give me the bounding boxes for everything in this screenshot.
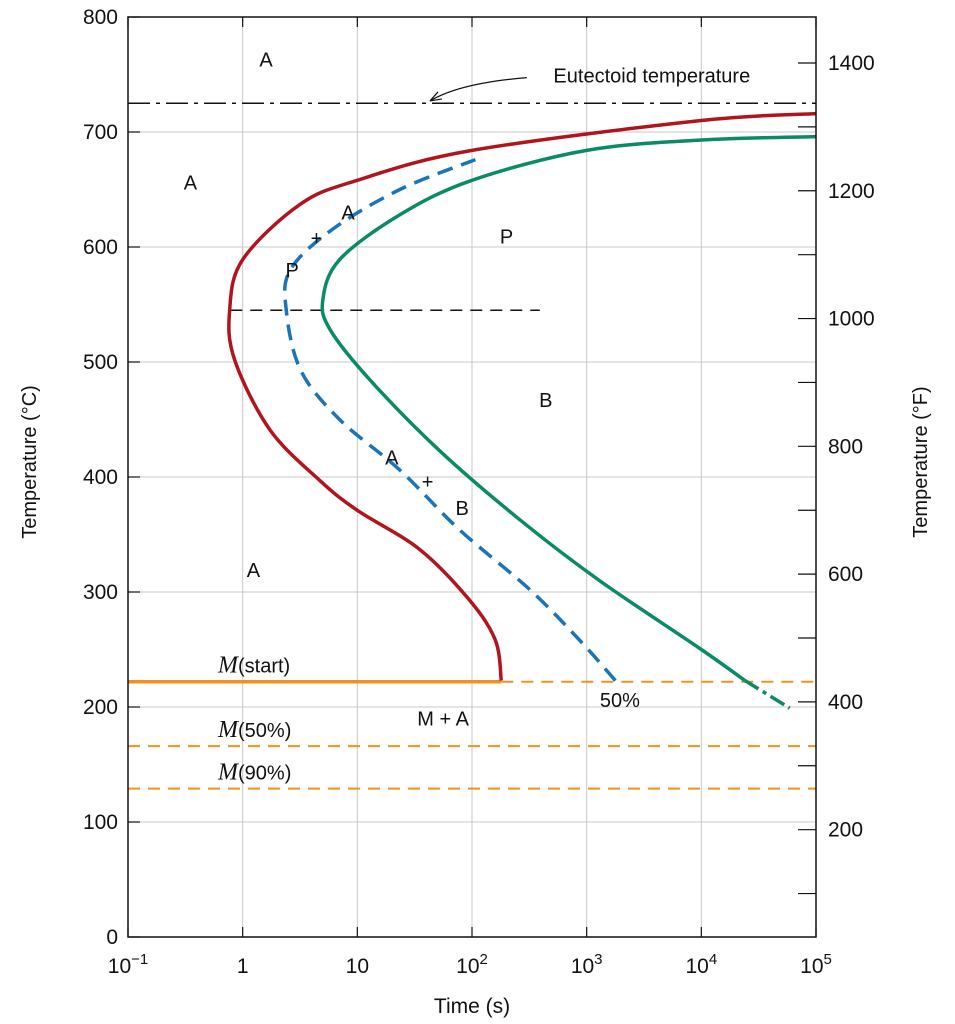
region-label: + bbox=[422, 472, 434, 494]
reference-lines bbox=[128, 102, 816, 790]
arrow-head-icon bbox=[429, 91, 443, 102]
region-label: A bbox=[247, 560, 261, 582]
x-tick-label: 1 bbox=[237, 955, 249, 978]
martensite-label: M(50%) bbox=[217, 717, 291, 743]
region-label: + bbox=[311, 228, 323, 250]
y2-axis-label: Temperature (°F) bbox=[910, 386, 932, 537]
y-tick-label: 800 bbox=[83, 6, 118, 29]
region-label: A bbox=[341, 203, 355, 225]
x-tick-label: 105 bbox=[800, 951, 832, 978]
region-label: A bbox=[184, 173, 198, 195]
eutectoid-arrow bbox=[429, 77, 527, 102]
y-tick-label: 200 bbox=[83, 696, 118, 719]
region-label: B bbox=[455, 498, 468, 520]
region-label: P bbox=[285, 260, 298, 282]
y-tick-label: 100 bbox=[83, 811, 118, 834]
x-axis-label: Time (s) bbox=[434, 995, 510, 1018]
eutectoid-label: Eutectoid temperature bbox=[553, 66, 750, 88]
region-label: A bbox=[385, 447, 399, 469]
y-tick-label: 300 bbox=[83, 581, 118, 604]
x-tick-label: 10 bbox=[346, 955, 369, 978]
y-axis-label: Temperature (°C) bbox=[19, 385, 41, 539]
region-label: M + A bbox=[417, 709, 469, 731]
y2-tick-label: 1200 bbox=[828, 180, 875, 203]
y2-tick-label: 1000 bbox=[828, 308, 875, 331]
x-tick-label: 10−1 bbox=[108, 951, 148, 978]
region-label: 50% bbox=[600, 690, 640, 712]
y2-tick-label: 1400 bbox=[828, 52, 875, 75]
y-tick-label: 0 bbox=[106, 926, 118, 949]
annotations: A A A + P P B A + B A M + A 50% M(start) M(50%) M(90%) E… bbox=[184, 50, 750, 786]
curve-end bbox=[320, 134, 817, 682]
curves bbox=[227, 111, 817, 710]
region-label: B bbox=[539, 390, 552, 412]
y2-tick-label: 600 bbox=[828, 563, 863, 586]
y-tick-label: 700 bbox=[83, 121, 118, 144]
curve-50% bbox=[283, 157, 617, 682]
y2-tick-label: 200 bbox=[828, 819, 863, 842]
axes: 10−1 1 10 102 103 104 105 0 100 200 300 400 500 600 70… bbox=[83, 6, 875, 978]
region-label: A bbox=[259, 50, 273, 72]
martensite-label: M(90%) bbox=[217, 760, 291, 786]
martensite-label: M(start) bbox=[217, 653, 290, 679]
x-tick-label: 102 bbox=[456, 951, 488, 978]
x-tick-label: 104 bbox=[685, 951, 717, 978]
y2-tick-label: 400 bbox=[828, 691, 863, 714]
y-tick-label: 500 bbox=[83, 351, 118, 374]
x-tick-label: 103 bbox=[571, 951, 603, 978]
y-tick-label: 600 bbox=[83, 236, 118, 259]
y2-tick-label: 800 bbox=[828, 435, 863, 458]
region-label: P bbox=[500, 227, 513, 249]
curve-start bbox=[227, 111, 817, 681]
grid bbox=[127, 16, 817, 938]
y-tick-label: 400 bbox=[83, 466, 118, 489]
curve-end-extension bbox=[744, 679, 791, 710]
